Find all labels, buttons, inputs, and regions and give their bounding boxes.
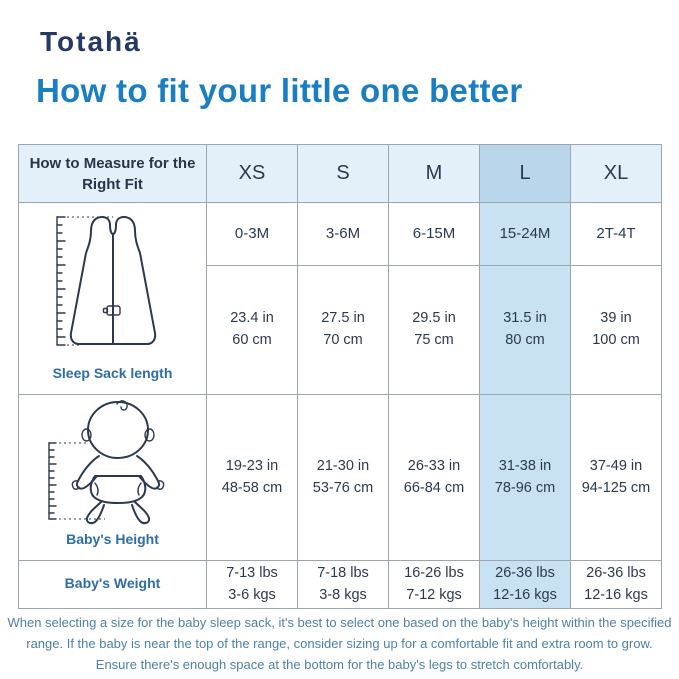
table-header-row: How to Measure for the Right Fit XS S M … bbox=[18, 144, 662, 203]
height-cell-xl: 37-49 in 94-125 cm bbox=[570, 394, 662, 561]
weight-cell-m: 16-26 lbs 7-12 kgs bbox=[388, 560, 480, 609]
sizing-advice-line: When selecting a size for the baby sleep… bbox=[7, 615, 672, 630]
baby-height-row: Baby's Height 19-23 in 48-58 cm 21-30 in 5… bbox=[18, 394, 662, 561]
weight-cell-l-highlighted: 26-36 lbs 12-16 kgs bbox=[479, 560, 571, 609]
length-cell-s: 27.5 in 70 cm bbox=[297, 264, 389, 396]
sizing-advice-line: Ensure there's enough space at the botto… bbox=[95, 657, 584, 672]
height-cell-m: 26-33 in 66-84 cm bbox=[388, 394, 480, 561]
weight-cell-xl: 26-36 lbs 12-16 kgs bbox=[570, 560, 662, 609]
corner-header: How to Measure for the Right Fit bbox=[18, 144, 207, 203]
sleep-sack-length-label: Sleep Sack length bbox=[52, 365, 173, 381]
weight-cell-xs: 7-13 lbs 3-6 kgs bbox=[206, 560, 298, 609]
age-cell-l-highlighted: 15-24M bbox=[479, 202, 571, 266]
sizing-advice-line: range. If the baby is near the top of th… bbox=[26, 636, 653, 651]
length-cell-xs: 23.4 in 60 cm bbox=[206, 264, 298, 396]
baby-illustration-cell: Baby's Height bbox=[18, 394, 207, 561]
size-header-m: M bbox=[388, 144, 480, 203]
brand-logo: Totahä bbox=[40, 26, 142, 57]
baby-height-label: Baby's Height bbox=[66, 531, 159, 547]
length-cell-m: 29.5 in 75 cm bbox=[388, 264, 480, 396]
sleep-sack-length-row: 23.4 in 60 cm 27.5 in 70 cm 29.5 in 75 cm 3… bbox=[19, 264, 662, 396]
baby-illustration bbox=[47, 400, 164, 525]
baby-weight-row: Baby's Weight 7-13 lbs 3-6 kgs 7-18 lbs 3-… bbox=[18, 560, 662, 609]
age-cell-s: 3-6M bbox=[297, 202, 389, 266]
length-cell-xl: 39 in 100 cm bbox=[570, 264, 662, 396]
page-title: How to fit your little one better bbox=[36, 72, 523, 109]
height-cell-s: 21-30 in 53-76 cm bbox=[297, 394, 389, 561]
weight-cell-s: 7-18 lbs 3-8 kgs bbox=[297, 560, 389, 609]
age-range-row: Sleep Sack length 0-3M 3-6M 6-15M 15-24M… bbox=[18, 202, 662, 395]
ruler-icon bbox=[55, 216, 66, 346]
size-chart-table: How to Measure for the Right Fit XS S M … bbox=[18, 144, 662, 609]
age-cell-xl: 2T-4T bbox=[570, 202, 662, 266]
baby-weight-label-cell: Baby's Weight bbox=[18, 560, 207, 609]
baby-weight-label: Baby's Weight bbox=[64, 575, 161, 592]
size-header-xl: XL bbox=[570, 144, 662, 203]
height-cell-xs: 19-23 in 48-58 cm bbox=[206, 394, 298, 561]
sleep-sack-illustration bbox=[55, 216, 156, 346]
size-header-l-highlighted: L bbox=[479, 144, 571, 203]
size-header-s: S bbox=[297, 144, 389, 203]
height-cell-l-highlighted: 31-38 in 78-96 cm bbox=[479, 394, 571, 561]
length-cell-l-highlighted: 31.5 in 80 cm bbox=[479, 264, 571, 396]
age-cell-xs: 0-3M bbox=[206, 202, 298, 266]
age-cell-m: 6-15M bbox=[388, 202, 480, 266]
zipper-pull-icon bbox=[102, 305, 121, 316]
ruler-icon bbox=[47, 442, 57, 520]
sleep-sack-illustration-cell: Sleep Sack length bbox=[18, 202, 207, 395]
sizing-advice-text: When selecting a size for the baby sleep… bbox=[0, 612, 679, 675]
size-header-xs: XS bbox=[206, 144, 298, 203]
